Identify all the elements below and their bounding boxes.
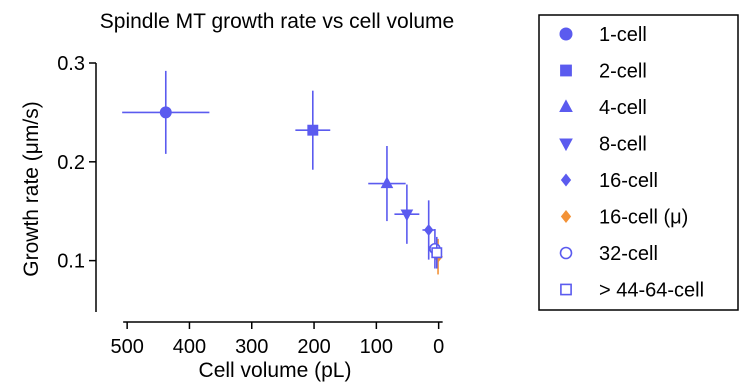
data-marker [159,106,172,119]
legend-marker [560,173,572,187]
legend-label: 1-cell [599,24,647,46]
axes: 0.1 0.2 0.3 500 400 300 200 100 0 [57,53,444,358]
x-axis-label: Cell volume (pL) [199,359,352,382]
legend-label: 16-cell [599,170,658,192]
legend-label: 8-cell [599,134,647,156]
data-marker [380,176,394,189]
legend-item: 16-cell [560,170,658,192]
x-tick-label: 400 [173,336,206,358]
y-tick-label: 0.1 [57,251,85,273]
legend-label: 32-cell [599,243,658,265]
legend-label: 2-cell [599,61,647,83]
y-axis-label: Growth rate (μm/s) [20,101,43,276]
data-marker [423,223,434,237]
data-point [394,184,420,244]
data-points [122,70,443,275]
x-tick-label: 0 [433,336,444,358]
legend-item: 8-cell [559,134,647,156]
x-tick-label: 500 [110,336,143,358]
data-marker [307,124,319,136]
legend-marker [559,27,573,41]
legend-item: 32-cell [559,243,658,265]
legend-marker [559,138,573,152]
legend-frame [538,14,739,311]
legend-marker [560,283,572,296]
legend-marker [559,246,573,260]
data-point [422,200,435,260]
x-tick-label: 300 [235,336,268,358]
data-point [368,146,406,222]
legend-item: 1-cell [559,24,647,46]
legend-item: 16-cell (μ) [560,207,688,229]
data-point [431,236,443,269]
legend-marker [560,64,572,77]
legend-label: > 44-64-cell [599,280,704,302]
legend-item: > 44-64-cell [560,280,704,302]
legend-label: 16-cell (μ) [599,207,688,229]
y-tick-label: 0.2 [57,152,85,174]
data-point [295,90,331,170]
y-tick-label: 0.3 [57,53,85,75]
legend-item: 2-cell [560,61,647,83]
legend-marker [559,99,573,112]
chart-title: Spindle MT growth rate vs cell volume [100,10,454,33]
x-tick-label: 200 [297,336,330,358]
data-marker [431,247,443,259]
x-tick-label: 100 [360,336,393,358]
data-marker [400,209,414,222]
data-point [122,70,210,154]
legend-marker [560,209,572,224]
legend: 1-cell 2-cell 4-cell 8-cell 16-cell 16-cell (… [538,14,739,311]
legend-item: 4-cell [559,97,647,119]
legend-label: 4-cell [599,97,647,119]
